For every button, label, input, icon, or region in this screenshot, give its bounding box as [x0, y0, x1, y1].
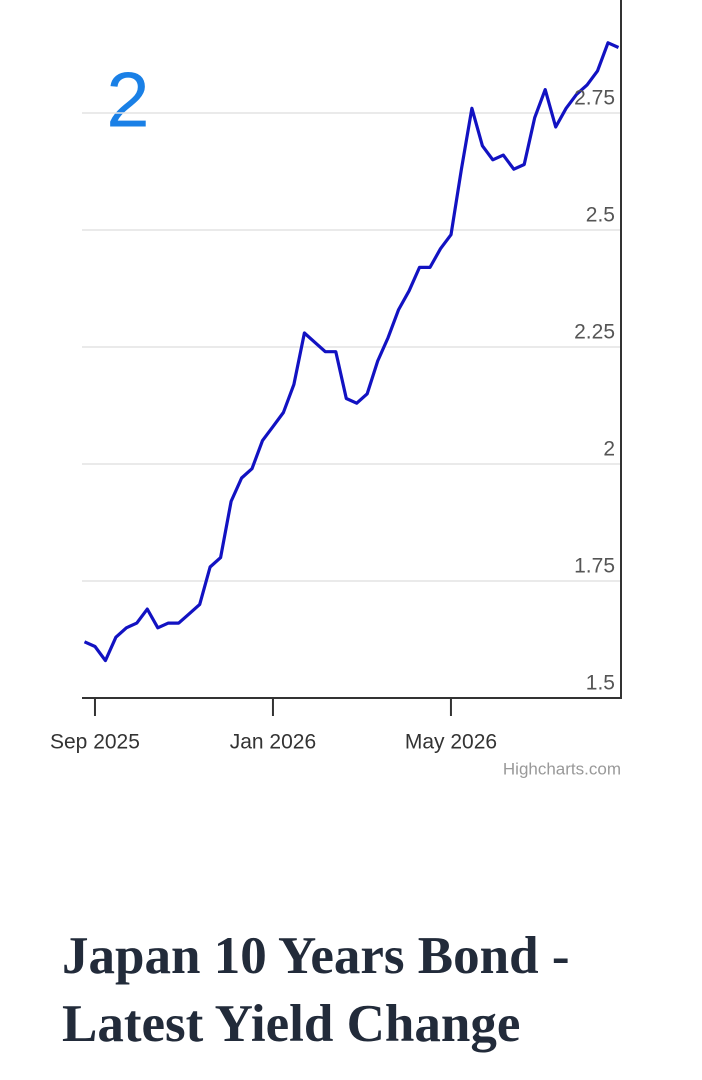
- heading: Japan 10 Years Bond - Latest Yield Chang…: [62, 927, 570, 1053]
- x-tick-label: Jan 2026: [230, 731, 316, 754]
- y-tick-label: 2.5: [586, 204, 615, 227]
- x-tick-label: Sep 2025: [50, 731, 140, 754]
- y-tick-label: 2.25: [574, 321, 615, 344]
- badge: 2: [106, 56, 149, 144]
- line-series: [83, 41, 620, 663]
- chart: 2 Highcharts.com 1.5 1.75 2 2.25 2.5 2.75 Sep …: [50, 0, 622, 778]
- y-tick-label: 1.75: [574, 555, 615, 578]
- y-tick-label: 2: [603, 438, 615, 461]
- y-tick-label: 2.75: [574, 87, 615, 110]
- x-tick-label: May 2026: [405, 731, 497, 754]
- credits: Highcharts.com: [503, 759, 621, 778]
- y-tick-label: 1.5: [586, 672, 615, 695]
